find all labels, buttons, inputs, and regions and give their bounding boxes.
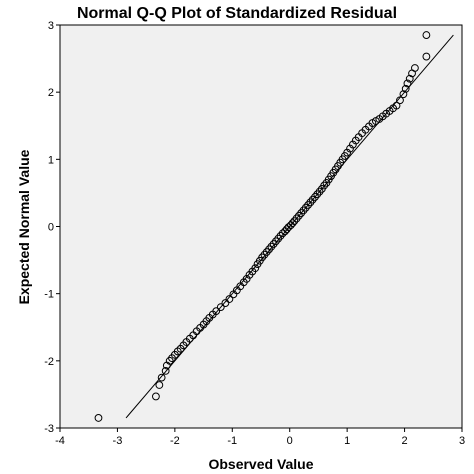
- y-tick-label: -3: [44, 423, 54, 435]
- x-tick-label: 0: [287, 435, 293, 447]
- y-tick-label: 1: [48, 154, 54, 166]
- x-tick-label: -2: [170, 435, 180, 447]
- chart-title: Normal Q-Q Plot of Standardized Residual: [77, 5, 397, 22]
- y-tick-label: 2: [48, 87, 54, 99]
- y-tick-label: -1: [44, 289, 54, 301]
- y-tick-label: 0: [48, 222, 54, 234]
- x-tick-label: -1: [227, 435, 237, 447]
- x-tick-label: 2: [402, 435, 408, 447]
- plot-area: [60, 25, 462, 428]
- x-tick-label: 3: [459, 435, 465, 447]
- y-tick-label: -2: [44, 356, 54, 368]
- x-tick-label: -3: [113, 435, 123, 447]
- x-axis-title: Observed Value: [208, 456, 313, 472]
- y-tick-label: 3: [48, 20, 54, 32]
- y-axis-title: Expected Normal Value: [16, 149, 32, 304]
- x-tick-label: 1: [344, 435, 350, 447]
- x-tick-label: -4: [55, 435, 65, 447]
